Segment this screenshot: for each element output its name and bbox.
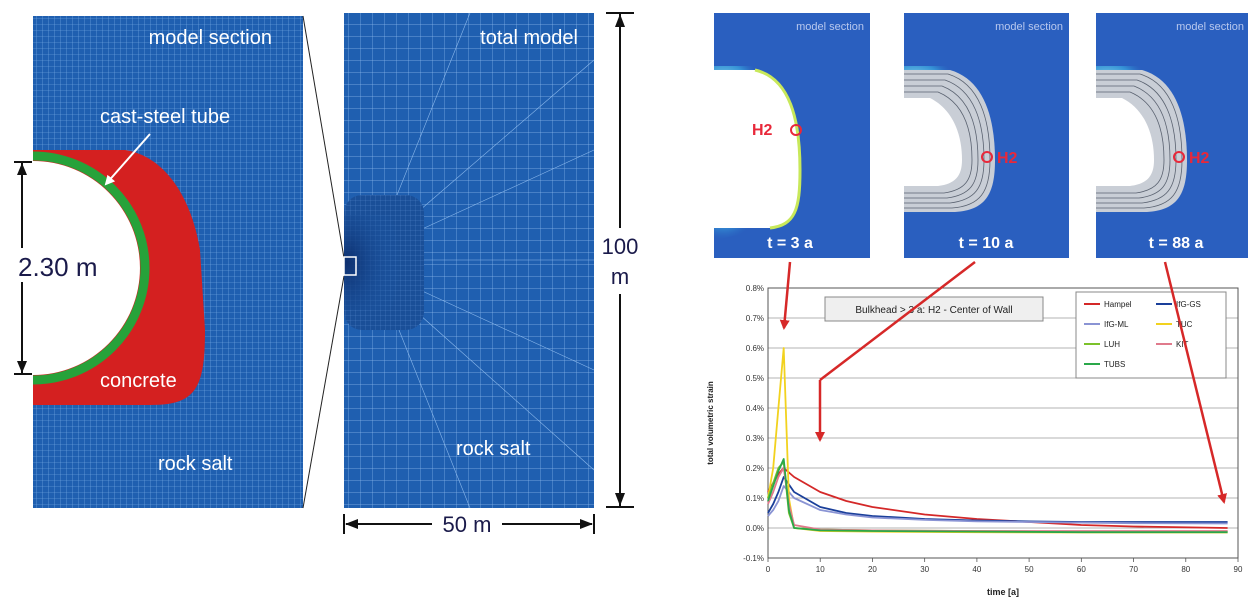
snapshot-2-point-label: H2 bbox=[997, 150, 1018, 167]
width-label: 50 m bbox=[443, 512, 492, 537]
x-tick-label: 0 bbox=[766, 565, 771, 574]
chart-series bbox=[767, 347, 1228, 534]
legend-label: KIT bbox=[1176, 340, 1189, 349]
legend-label: TUC bbox=[1176, 320, 1193, 329]
height-arrow-up bbox=[615, 14, 625, 27]
x-tick-label: 70 bbox=[1129, 565, 1138, 574]
y-tick-label: 0.1% bbox=[746, 494, 764, 503]
mesh-radial-lines bbox=[394, 12, 595, 509]
chart-annotation-box bbox=[824, 296, 1044, 322]
cast-steel-tube bbox=[32, 151, 150, 385]
x-tick-label: 20 bbox=[868, 565, 877, 574]
legend-label: Hampel bbox=[1104, 300, 1132, 309]
snapshot-2-lining-layers bbox=[904, 73, 991, 209]
left-rock-salt-label: rock salt bbox=[158, 453, 233, 475]
snapshot-1-lining-edge bbox=[754, 68, 802, 230]
snapshot-3-point-marker bbox=[1173, 151, 1185, 163]
diameter-label-bg bbox=[14, 248, 94, 282]
snapshot-3-title: model section bbox=[1176, 21, 1244, 33]
y-tick-label: 0.3% bbox=[746, 434, 764, 443]
snapshot-2-point-marker bbox=[981, 151, 993, 163]
total-model-title: total model bbox=[480, 27, 578, 49]
x-tick-label: 60 bbox=[1077, 565, 1086, 574]
y-tick-label: 0.0% bbox=[746, 524, 764, 533]
dark-core bbox=[344, 215, 404, 310]
middle-rock-salt-label: rock salt bbox=[456, 438, 531, 460]
series-line-tubs bbox=[767, 458, 1228, 534]
diameter-label: 2.30 m bbox=[18, 252, 98, 282]
snapshot-1-point-marker bbox=[790, 124, 802, 136]
y-tick-label: 0.4% bbox=[746, 404, 764, 413]
tube-label: cast-steel tube bbox=[100, 106, 230, 128]
width-arrow-left bbox=[345, 519, 358, 529]
snapshot-panel-3: model section H2 t = 88 a bbox=[1096, 13, 1248, 258]
x-tick-label: 90 bbox=[1234, 565, 1243, 574]
total-model-panel: total model rock salt 100 m 50 m bbox=[343, 12, 644, 538]
chart-legend: Hampel IfG-GS IfG-ML TUC LUH KIT TUBS bbox=[1084, 300, 1201, 369]
snapshot-2-time-label: t = 10 a bbox=[959, 235, 1014, 252]
width-arrow-right bbox=[580, 519, 593, 529]
chart-ticks: -0.1% 0.0% 0.1% 0.2% 0.3% 0.4% 0.5% 0.6% 0.7% 0.8… bbox=[743, 284, 1243, 574]
y-tick-label: 0.6% bbox=[746, 344, 764, 353]
snapshot-1-title: model section bbox=[796, 21, 864, 33]
snapshot-panel-2: model section H2 t = 10 a bbox=[904, 13, 1069, 258]
legend-label: IfG-GS bbox=[1176, 300, 1201, 309]
chart-plot-frame bbox=[767, 287, 1239, 559]
legend-label: TUBS bbox=[1104, 360, 1125, 369]
x-tick-label: 40 bbox=[972, 565, 981, 574]
callout-arrow-3a bbox=[779, 261, 792, 330]
concrete-label: concrete bbox=[100, 370, 177, 392]
snapshot-1-point-label: H2 bbox=[752, 122, 773, 139]
snapshot-3-time-label: t = 88 a bbox=[1149, 235, 1204, 252]
y-tick-label: 0.7% bbox=[746, 314, 764, 323]
chart-x-axis-label: time [a] bbox=[987, 587, 1019, 597]
height-unit-label: m bbox=[611, 264, 629, 289]
series-line-hampel bbox=[767, 467, 1228, 529]
legend-label: IfG-ML bbox=[1104, 320, 1129, 329]
height-label-bg bbox=[598, 228, 644, 294]
callout-arrow-88a bbox=[1163, 261, 1227, 504]
snapshot-1-opening bbox=[714, 70, 800, 228]
chart-legend-box bbox=[1075, 291, 1227, 379]
series-line-ifg-gs bbox=[767, 476, 1228, 523]
zoom-line-top bbox=[302, 15, 345, 259]
strain-chart: -0.1% 0.0% 0.1% 0.2% 0.3% 0.4% 0.5% 0.6% 0.7% 0.8… bbox=[706, 284, 1243, 597]
x-tick-label: 30 bbox=[920, 565, 929, 574]
snapshot-2-title: model section bbox=[995, 21, 1063, 33]
model-section-title: model section bbox=[149, 27, 272, 49]
height-value-label: 100 bbox=[602, 234, 639, 259]
snapshot-3-point-label: H2 bbox=[1189, 150, 1210, 167]
snapshot-panel-1: model section H2 t = 3 a bbox=[714, 13, 870, 258]
y-tick-label: -0.1% bbox=[743, 554, 764, 563]
x-tick-label: 80 bbox=[1181, 565, 1190, 574]
height-arrow-down bbox=[615, 493, 625, 506]
callout-arrows bbox=[779, 261, 1227, 504]
model-section-panel: 2.30 m model section cast-steel tube con… bbox=[14, 16, 303, 508]
snapshot-3-lining-layers bbox=[1096, 73, 1183, 209]
x-tick-label: 50 bbox=[1025, 565, 1034, 574]
section-zoom-box bbox=[343, 256, 357, 276]
y-tick-label: 0.2% bbox=[746, 464, 764, 473]
callout-arrow-10a-shaft bbox=[819, 261, 976, 381]
snapshot-1-time-label: t = 3 a bbox=[767, 235, 813, 252]
chart-y-axis-label: total volumetric strain bbox=[706, 381, 715, 465]
legend-label: LUH bbox=[1104, 340, 1120, 349]
chart-annotation: Bulkhead > 3 a: H2 - Center of Wall bbox=[855, 305, 1012, 316]
series-line-ifg-ml bbox=[767, 485, 1228, 525]
width-label-bg bbox=[432, 510, 502, 538]
y-tick-label: 0.8% bbox=[746, 284, 764, 293]
snapshot-3-opening bbox=[1096, 98, 1154, 186]
x-tick-label: 10 bbox=[816, 565, 825, 574]
y-tick-label: 0.5% bbox=[746, 374, 764, 383]
diameter-arrow-down bbox=[17, 361, 27, 373]
tube-pointer-arrow bbox=[104, 133, 151, 186]
snapshot-2-opening bbox=[904, 98, 962, 186]
diameter-arrow-up bbox=[17, 163, 27, 175]
zoom-line-bottom bbox=[302, 275, 345, 509]
